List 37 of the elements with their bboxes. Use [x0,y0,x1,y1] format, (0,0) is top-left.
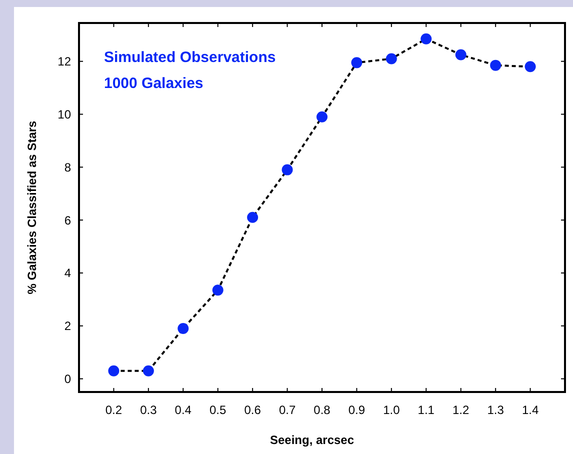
x-tick-label: 1.3 [487,403,504,417]
x-tick-label: 0.2 [105,403,122,417]
point [316,111,328,122]
x-tick-label: 0.6 [244,403,262,417]
x-tick-label: 1.1 [418,403,435,417]
x-tick-label: 0.3 [140,403,158,417]
point [108,365,120,376]
x-tick-label: 0.5 [210,403,227,417]
x-tick-label: 1.2 [452,403,470,417]
x-tick-label: 0.4 [174,403,192,417]
y-tick-label: 8 [64,160,72,174]
point [142,365,154,376]
point [524,61,536,72]
point [455,49,466,60]
point [178,323,189,334]
point [386,53,397,64]
point [212,284,224,296]
point [247,212,258,223]
annotation: 1000 Galaxies [104,75,204,92]
x-axis-title: Seeing, arcsec [270,433,354,447]
y-tick-label: 12 [58,54,72,69]
y-axis-title: % Galaxies Classified as Stars [25,120,39,294]
point [282,164,293,176]
y-tick-label: 2 [64,319,72,334]
x-tick-label: 0.9 [348,403,366,417]
x-tick-label: 0.8 [314,403,331,417]
x-tick-label: 1.0 [383,403,400,417]
y-tick-label: 6 [64,213,72,228]
x-tick-label: 0.7 [278,403,296,417]
y-tick-label: 4 [64,266,72,280]
y-tick-label: 10 [58,107,72,122]
point [351,57,362,68]
point [490,60,502,71]
x-tick-label: 1.4 [522,403,539,417]
annotation: Simulated Observations [104,49,276,66]
point [420,33,432,44]
y-tick-label: 0 [64,372,72,386]
